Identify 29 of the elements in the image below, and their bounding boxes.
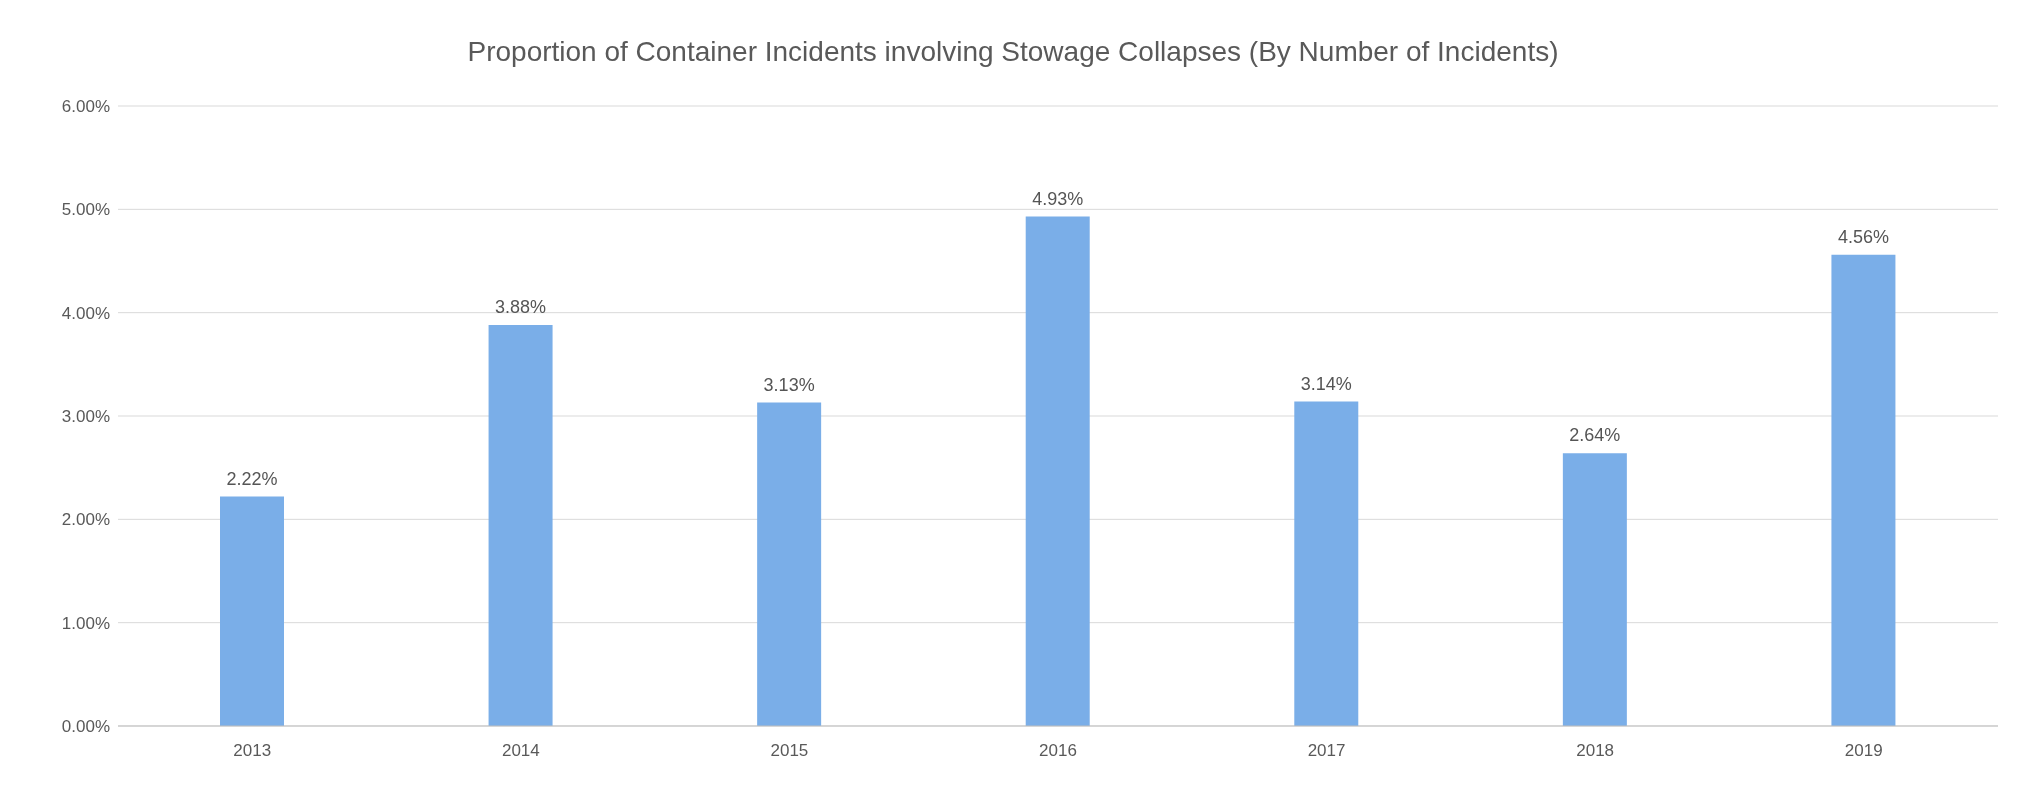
bar <box>488 325 553 726</box>
x-tick-label: 2014 <box>501 741 540 761</box>
data-label: 4.56% <box>1837 226 1889 247</box>
bar <box>1831 254 1896 726</box>
data-label: 3.14% <box>1300 373 1352 394</box>
y-tick-label: 5.00% <box>61 200 110 220</box>
x-tick-label: 2015 <box>770 741 809 761</box>
x-tick-label: 2016 <box>1039 741 1077 761</box>
bar <box>1294 401 1359 726</box>
x-tick-label: 2018 <box>1576 741 1615 761</box>
y-tick-label: 4.00% <box>61 303 110 323</box>
bar <box>1025 216 1090 726</box>
x-tick-label: 2013 <box>233 741 272 761</box>
bar <box>757 402 822 726</box>
y-tick-label: 2.00% <box>61 510 110 530</box>
chart-title: Proportion of Container Incidents involving Stowage Collapses (By Number of Incidents) <box>466 35 1560 69</box>
bar <box>1562 453 1627 726</box>
y-tick-label: 3.00% <box>61 407 110 427</box>
y-tick-label: 6.00% <box>61 97 110 117</box>
data-label: 3.13% <box>763 374 815 395</box>
x-tick-label: 2019 <box>1844 741 1883 761</box>
y-tick-label: 0.00% <box>61 717 110 737</box>
bar <box>220 496 284 726</box>
data-label: 3.88% <box>495 297 547 318</box>
x-tick-label: 2017 <box>1307 741 1346 761</box>
data-label: 2.22% <box>226 468 278 489</box>
data-label: 4.93% <box>1032 188 1084 209</box>
data-label: 2.64% <box>1569 425 1621 446</box>
y-tick-label: 1.00% <box>61 613 110 633</box>
